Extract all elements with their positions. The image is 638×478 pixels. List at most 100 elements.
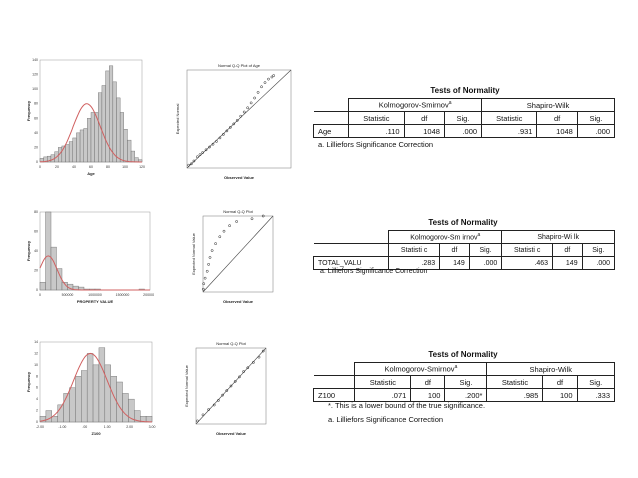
qq-point	[252, 361, 255, 364]
y-axis-label: Frequency	[26, 240, 31, 261]
cell: 100	[542, 388, 578, 402]
age-histogram: 0 20 40 60 80 100 120 140 0 20 40 60 80 100 120 Age Freq…	[26, 58, 145, 176]
x-tick-label: -1.00	[58, 425, 66, 429]
y-tick-label: 20	[34, 269, 38, 273]
x-tick-label: 3.00	[149, 425, 156, 429]
qq-title: Normal Q-Q Plot of Age	[218, 63, 261, 68]
qq-point	[189, 162, 193, 166]
reference-line	[195, 347, 267, 425]
histogram-bar	[101, 85, 106, 163]
qq-title: Normal Q-Q Plot	[223, 209, 253, 214]
cell: .000	[576, 124, 616, 138]
ks-group-header: Kolmogorov-Smirnova	[348, 98, 483, 112]
qq-point	[212, 403, 216, 407]
histogram-bar	[123, 129, 128, 163]
cell: .200*	[444, 388, 488, 402]
sw-group-header: Shapiro-Wilk	[481, 98, 615, 112]
y-tick-label: 80	[34, 102, 38, 106]
qq-point	[218, 136, 222, 140]
y-tick-label: 60	[34, 116, 38, 120]
x-tick-label: 20	[55, 165, 59, 169]
x-tick-label: 2.00	[126, 425, 133, 429]
x-tick-label: 1500000	[116, 293, 130, 297]
x-tick-label: 500000	[62, 293, 74, 297]
y-tick-label: 4	[36, 397, 38, 401]
footnote: a. Lilliefors Significance Correction	[320, 268, 428, 275]
qq-point	[225, 129, 229, 133]
z100-qq-plot: Normal Q-Q Plot Observed Value Expected No…	[184, 341, 267, 436]
histogram-bar	[72, 137, 77, 163]
cell: 1048	[403, 124, 445, 138]
table-row: TOTAL_VALU .283 149 .000 .463 149 .000	[312, 256, 616, 270]
qq-point	[196, 419, 199, 423]
qq-point	[221, 393, 224, 397]
y-tick-label: 12	[34, 351, 38, 355]
histogram-bar	[39, 281, 46, 291]
qq-point	[235, 119, 239, 122]
cell: .333	[576, 388, 616, 402]
qq-point	[207, 263, 210, 266]
qq-point	[246, 366, 250, 370]
histogram-bar	[145, 416, 153, 423]
x-tick-label: 2000000	[143, 293, 154, 297]
qq-point	[232, 122, 236, 126]
histogram-bar	[79, 129, 84, 163]
cell: 100	[410, 388, 446, 402]
histogram-bar	[130, 150, 135, 163]
sw-group-header: Shapiro-Wilk	[486, 362, 615, 376]
x-tick-label: 60	[89, 165, 93, 169]
histogram-bar	[81, 370, 88, 423]
qq-point	[210, 249, 214, 252]
qq-point	[238, 375, 241, 379]
qq-point	[207, 408, 210, 411]
normal-curve	[39, 352, 152, 423]
col-header: Statistic	[348, 111, 405, 125]
qq-point	[242, 110, 246, 114]
cell: 149	[439, 256, 470, 270]
qq-point	[201, 413, 205, 417]
qq-point	[187, 163, 191, 167]
qq-point	[211, 142, 215, 146]
histogram-bar	[51, 416, 58, 423]
histogram-bar	[45, 211, 52, 291]
col-header: df	[542, 375, 578, 389]
y-tick-label: 60	[34, 230, 38, 234]
qq-point	[249, 101, 253, 105]
table-title-z100: Tests of Normality	[428, 350, 498, 359]
x-tick-label: 0	[39, 293, 41, 297]
x-axis-label: Age	[87, 171, 95, 176]
histogram-bar	[45, 410, 52, 423]
col-header: Statistic	[486, 375, 544, 389]
x-tick-label: 1.00	[104, 425, 111, 429]
qq-point	[198, 153, 202, 157]
qq-title: Normal Q-Q Plot	[216, 341, 246, 346]
y-axis-label: Expected Normal Value	[191, 232, 196, 275]
histogram-bar	[75, 376, 82, 423]
histogram-bar	[98, 347, 106, 423]
row-label: TOTAL_VALU	[312, 256, 390, 270]
x-tick-label: 80	[106, 165, 110, 169]
cell: .071	[354, 388, 412, 402]
histogram-bar	[134, 157, 139, 163]
col-header: df	[403, 111, 445, 125]
reference-line	[202, 215, 274, 293]
qq-point	[203, 276, 207, 280]
qq-point	[267, 77, 270, 81]
x-tick-label: -2.00	[36, 425, 44, 429]
qq-point	[272, 74, 276, 77]
qq-point	[261, 214, 265, 218]
histogram-bar	[112, 81, 117, 163]
histogram-bar	[87, 118, 92, 163]
col-header: Statisti c	[501, 243, 554, 257]
col-header: Sig.	[468, 243, 503, 257]
normality-table-total-value: Kolmogorov-Sm irnova Shapiro-Wi lk Stati…	[312, 230, 616, 270]
property-value-histogram: 0 20 40 60 80 0 500000 1000000 1500000 2000000 PRO…	[26, 210, 154, 304]
histogram-bar	[122, 393, 129, 423]
y-tick-label: 120	[32, 73, 38, 77]
qq-point	[196, 155, 199, 159]
qq-point	[260, 85, 263, 89]
y-axis-label: Frequency	[26, 371, 31, 392]
y-tick-label: 40	[34, 249, 38, 253]
qq-point	[270, 75, 274, 79]
qq-point	[215, 140, 218, 143]
